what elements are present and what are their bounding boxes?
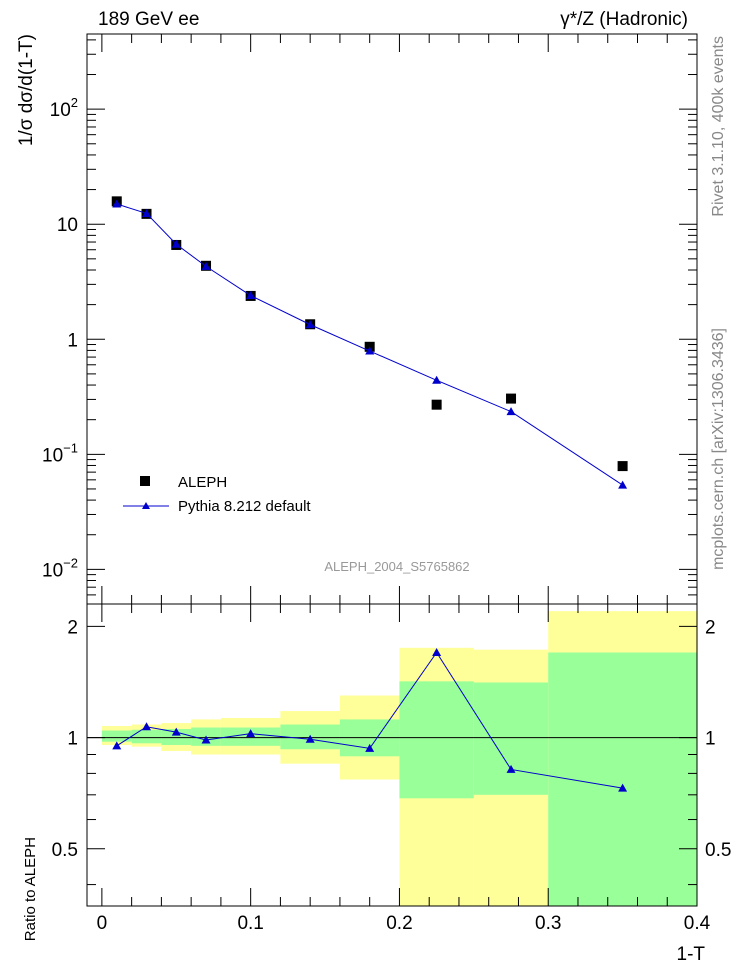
band-inner-9	[548, 652, 697, 906]
ratio-ytick-label-right-0: 0.5	[705, 840, 731, 861]
aleph-point-9	[617, 461, 628, 472]
ratio-point-6	[365, 743, 375, 752]
pythia-point-6	[365, 346, 375, 355]
ratio-ytick-label-left-2: 2	[67, 617, 78, 638]
ratio-point-1	[142, 722, 152, 731]
main-plot-frame	[86, 33, 698, 605]
main-ytick-label-1: 10−1	[42, 440, 78, 466]
band-inner-2	[161, 729, 192, 745]
band-inner-0	[101, 730, 132, 742]
ratio-point-4	[246, 729, 256, 738]
pythia-point-2	[171, 239, 181, 248]
main-ytick-label-0: 10−2	[42, 555, 78, 581]
main-ytick-label-2: 1	[67, 330, 78, 351]
ratio-point-3	[201, 735, 211, 744]
pythia-point-8	[506, 407, 516, 416]
analysis-watermark: ALEPH_2004_S5765862	[324, 559, 469, 574]
ratio-ytick-label-left-0: 0.5	[52, 840, 78, 861]
xtick-label-0: 0	[97, 913, 108, 934]
axis-ticks: 10−2 10−1 1 10 102 0.5 0.5 1 1 2 2 0 0.1 0.2 0.3 0.4	[42, 34, 731, 934]
ratio-point-7	[432, 647, 442, 656]
mcplots-reference-label: mcplots.cern.ch [arXiv:1306.3436]	[710, 328, 727, 570]
pythia-point-9	[618, 480, 628, 489]
xtick-label-1: 0.1	[237, 913, 263, 934]
ratio-point-9	[618, 783, 628, 792]
xtick-label-4: 0.4	[684, 913, 711, 934]
ratio-uncertainty-bands	[101, 611, 697, 906]
ratio-ytick-label-left-1: 1	[67, 729, 78, 750]
ratio-y-axis-title: Ratio to ALEPH	[22, 837, 39, 941]
aleph-point-8	[506, 393, 517, 404]
pythia-point-7	[432, 375, 442, 384]
main-ytick-label-4: 102	[50, 95, 78, 121]
xtick-label-2: 0.2	[386, 913, 412, 934]
pythia-point-5	[305, 320, 315, 329]
legend: ALEPH Pythia 8.212 default	[123, 474, 311, 515]
ratio-ytick-label-right-1: 1	[705, 729, 716, 750]
ratio-point-5	[305, 734, 315, 743]
pythia-point-3	[201, 261, 211, 270]
band-inner-1	[131, 729, 162, 744]
header-process-label: γ*/Z (Hadronic)	[560, 9, 688, 30]
band-inner-7	[399, 681, 474, 799]
legend-label-pythia: Pythia 8.212 default	[178, 498, 311, 515]
main-ytick-label-3: 10	[57, 215, 78, 236]
pythia-point-4	[246, 291, 256, 300]
ratio-point-0	[112, 741, 122, 750]
main-y-axis-title: 1/σ dσ/d(1-T)	[16, 34, 37, 146]
legend-marker-aleph	[140, 476, 150, 486]
ratio-ytick-label-right-2: 2	[705, 617, 716, 638]
pythia-point-0	[112, 199, 122, 208]
ratio-series-line	[116, 651, 623, 789]
legend-marker-pythia	[142, 502, 150, 509]
legend-label-aleph: ALEPH	[178, 474, 227, 491]
ratio-point-2	[171, 727, 181, 736]
pythia-point-1	[142, 208, 152, 217]
aleph-point-7	[431, 399, 442, 410]
x-axis-title: 1-T	[677, 944, 706, 965]
header-energy-label: 189 GeV ee	[98, 9, 199, 30]
pythia-series-line	[116, 203, 623, 486]
xtick-label-3: 0.3	[535, 913, 561, 934]
data-marks	[111, 196, 628, 792]
rivet-version-label: Rivet 3.1.10, 400k events	[710, 36, 727, 217]
ratio-point-8	[506, 764, 516, 773]
band-inner-8	[473, 682, 549, 795]
